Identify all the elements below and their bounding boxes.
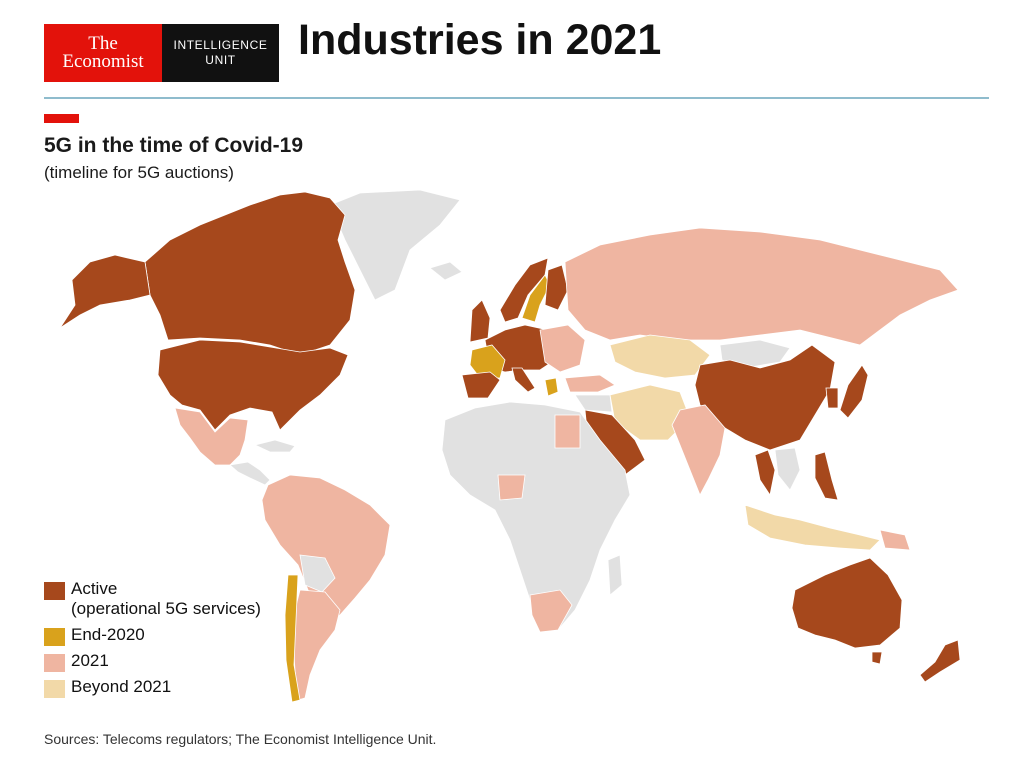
region-korea bbox=[825, 387, 839, 409]
region-finland bbox=[544, 264, 569, 311]
header-divider bbox=[44, 97, 989, 99]
region-australia bbox=[791, 557, 903, 649]
region-central-america bbox=[229, 461, 271, 486]
legend-label-end-2020: End-2020 bbox=[71, 625, 145, 644]
region-thailand bbox=[754, 449, 776, 497]
region-greenland bbox=[329, 189, 461, 301]
region-philippines bbox=[814, 451, 839, 501]
region-argentina bbox=[292, 589, 341, 701]
map-subtitle: (timeline for 5G auctions) bbox=[44, 163, 234, 182]
region-madagascar bbox=[607, 554, 623, 596]
region-south-america-north bbox=[261, 474, 391, 621]
region-russia bbox=[564, 227, 959, 346]
logo-unit-line-1: INTELLIGENCE bbox=[173, 38, 268, 52]
logo-intelligence-unit-block: INTELLIGENCE UNIT bbox=[162, 24, 279, 82]
region-alaska bbox=[59, 254, 151, 329]
region-france bbox=[469, 344, 506, 379]
region-africa bbox=[441, 401, 631, 631]
source-note: Sources: Telecoms regulators; The Econom… bbox=[44, 731, 437, 747]
region-japan bbox=[839, 364, 869, 419]
logo-unit-line-2: UNIT bbox=[205, 53, 236, 67]
legend-label-active-sub: (operational 5G services) bbox=[71, 599, 261, 618]
map-title: 5G in the time of Covid-19 bbox=[44, 134, 304, 157]
region-chile bbox=[284, 574, 301, 703]
region-egypt bbox=[554, 414, 581, 449]
logo-line-1: The bbox=[88, 33, 118, 54]
region-iceland bbox=[429, 261, 463, 281]
region-uk bbox=[469, 299, 491, 343]
region-mongolia bbox=[719, 339, 791, 369]
legend-label-active-main: Active bbox=[71, 579, 118, 598]
region-canada bbox=[144, 191, 356, 356]
region-mexico bbox=[174, 407, 249, 466]
region-iraq-syria bbox=[574, 394, 613, 413]
region-papua bbox=[879, 529, 911, 551]
region-nigeria bbox=[497, 474, 526, 501]
legend-swatch-end-2020 bbox=[44, 628, 65, 646]
region-indonesia bbox=[744, 504, 881, 551]
region-caribbean bbox=[253, 439, 296, 453]
red-tag-marker bbox=[44, 114, 79, 123]
region-india bbox=[671, 404, 726, 496]
region-tasmania bbox=[871, 651, 883, 665]
region-central-asia bbox=[609, 334, 711, 379]
economist-logo: The Economist INTELLIGENCE UNIT bbox=[44, 24, 279, 82]
logo-line-2: Economist bbox=[62, 51, 144, 72]
region-bolivia-paraguay bbox=[299, 554, 336, 593]
legend-label-2021: 2021 bbox=[71, 651, 109, 670]
legend-label-active: Active (operational 5G services) bbox=[71, 579, 261, 619]
region-iberia bbox=[461, 371, 501, 399]
region-turkey bbox=[564, 374, 616, 393]
region-italy bbox=[511, 367, 536, 393]
legend-swatch-2021 bbox=[44, 654, 65, 672]
logo-economist-block: The Economist bbox=[44, 24, 162, 82]
page-title: Industries in 2021 bbox=[298, 16, 662, 64]
region-greece bbox=[544, 377, 559, 397]
legend-swatch-beyond-2021 bbox=[44, 680, 65, 698]
region-south-africa bbox=[529, 589, 573, 633]
region-east-europe bbox=[539, 324, 586, 373]
legend-label-beyond-2021: Beyond 2021 bbox=[71, 677, 172, 696]
legend-swatch-active bbox=[44, 582, 65, 600]
region-new-zealand bbox=[919, 639, 961, 683]
region-usa bbox=[157, 339, 349, 431]
region-vietnam-laos bbox=[774, 447, 801, 491]
